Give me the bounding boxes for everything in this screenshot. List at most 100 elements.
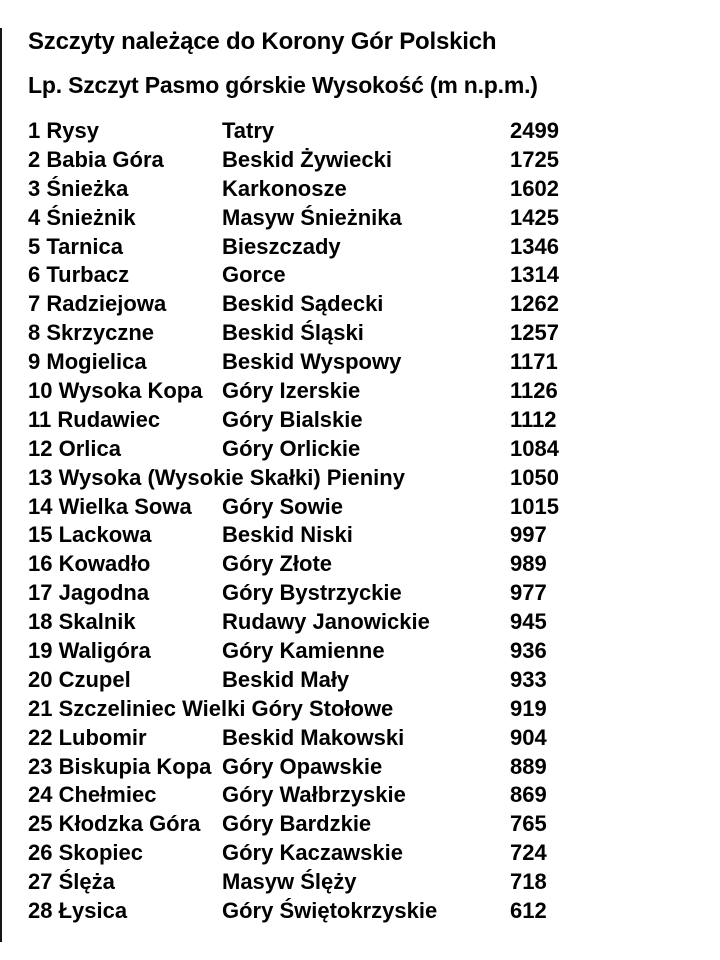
peak-rank: 1 (28, 118, 41, 143)
peak-rank: 7 (28, 291, 41, 317)
table-row: 6 Turbacz Gorce 1314 (0, 261, 720, 290)
mountain-range: Góry Izerskie (222, 378, 361, 404)
peak-cell: 17 Jagodna (28, 579, 222, 608)
mountain-range: Bieszczady (222, 233, 341, 259)
table-row: 22 Lubomir Beskid Makowski 904 (0, 724, 720, 753)
peak-rank: 13 (28, 464, 53, 490)
table-row: 3 Śnieżka Karkonosze 1602 (0, 175, 720, 204)
mountain-range: Beskid Mały (222, 666, 350, 692)
peak-name: Ślęża (58, 869, 115, 895)
peak-cell: 16 Kowadło (28, 550, 222, 579)
mountain-range: Góry Złote (222, 551, 333, 577)
peak-rank: 28 (28, 898, 53, 924)
peak-name: Jagodna (58, 580, 150, 606)
peak-cell: 14 Wielka Sowa (28, 493, 222, 522)
peak-cell: 23 Biskupia Kopa (28, 753, 222, 782)
peak-rank: 9 (28, 349, 41, 375)
table-row: 19 Waligóra Góry Kamienne 936 (0, 637, 720, 666)
mountain-range: Góry Bystrzyckie (222, 580, 402, 606)
peak-rank: 19 (28, 638, 53, 664)
table-row: 21 Szczeliniec Wielki Góry Stołowe 919 (0, 695, 720, 724)
peak-name: Radziejowa (46, 291, 167, 317)
table-row: 7 Radziejowa Beskid Sądecki 1262 (0, 290, 720, 319)
peak-name: Babia Góra (46, 146, 164, 172)
table-row: 27 Ślęża Masyw Ślęży 718 (0, 868, 720, 897)
mountain-range: Góry Opawskie (222, 753, 383, 779)
peak-name: Orlica (58, 435, 121, 461)
peak-rank: 5 (28, 233, 41, 259)
mountain-range: Beskid Niski (222, 522, 353, 548)
peak-cell: 22 Lubomir (28, 724, 222, 753)
peak-cell: 11 Rudawiec (28, 406, 222, 435)
peak-table-body: 1 Rysy Tatry 2499 2 Babia Góra Beskid Żywiec… (0, 117, 720, 926)
peak-height: 989 (510, 551, 547, 577)
mountain-range: Góry Bardzkie (222, 811, 372, 837)
scan-edge-line (0, 28, 2, 942)
peak-cell: 20 Czupel (28, 666, 222, 695)
peak-name: Czupel (58, 666, 131, 692)
peak-height: 1050 (510, 464, 559, 490)
table-row: 8 Skrzyczne Beskid Śląski 1257 (0, 319, 720, 348)
table-row: 15 Lackowa Beskid Niski 997 (0, 521, 720, 550)
table-row: 23 Biskupia Kopa Góry Opawskie 889 (0, 753, 720, 782)
peak-cell: 7 Radziejowa (28, 290, 222, 319)
peak-rank: 11 (28, 406, 52, 432)
peak-rank: 10 (28, 378, 53, 404)
column-header-peak: Szczyt (68, 72, 139, 98)
peak-name: Łysica (58, 898, 128, 924)
peak-height: 1346 (510, 233, 559, 259)
peak-cell: 24 Chełmiec (28, 781, 222, 810)
mountain-range: Beskid Śląski (222, 320, 364, 346)
peak-rank: 20 (28, 666, 53, 692)
peak-height: 997 (510, 522, 547, 548)
peak-name: Wielka Sowa (58, 493, 192, 519)
peak-name: Mogielica (46, 349, 147, 375)
peak-cell: 5 Tarnica (28, 233, 222, 262)
peak-rank: 21 (28, 695, 53, 721)
peak-rank: 18 (28, 609, 53, 635)
column-header-height: Wysokość (m n.p.m.) (311, 72, 538, 98)
peak-height: 1425 (510, 204, 559, 230)
peak-rank: 17 (28, 580, 53, 606)
peak-cell: 13 Wysoka (Wysokie Skałki) (28, 464, 327, 493)
peak-height: 889 (510, 753, 547, 779)
mountain-range: Gorce (222, 262, 286, 288)
peak-rank: 16 (28, 551, 53, 577)
peak-name: Biskupia Kopa (58, 753, 212, 779)
peak-height: 1112 (510, 406, 557, 432)
peak-name: Wysoka (Wysokie Skałki) (58, 464, 321, 490)
peak-cell: 2 Babia Góra (28, 146, 222, 175)
column-header-range: Pasmo górskie (144, 72, 306, 98)
mountain-range: Góry Sowie (222, 493, 344, 519)
table-row: 9 Mogielica Beskid Wyspowy 1171 (0, 348, 720, 377)
peak-name: Szczeliniec Wielki (58, 695, 246, 721)
peak-cell: 12 Orlica (28, 435, 222, 464)
table-row: 16 Kowadło Góry Złote 989 (0, 550, 720, 579)
table-header: Lp. Szczyt Pasmo górskie Wysokość (m n.p… (28, 71, 538, 99)
peak-cell: 6 Turbacz (28, 261, 222, 290)
peak-rank: 8 (28, 320, 41, 346)
mountain-range: Beskid Sądecki (222, 291, 384, 317)
peak-cell: 18 Skalnik (28, 608, 222, 637)
peak-cell: 15 Lackowa (28, 521, 222, 550)
peak-rank: 14 (28, 493, 53, 519)
peak-cell: 28 Łysica (28, 897, 222, 926)
peak-height: 1602 (510, 175, 559, 201)
peak-name: Lackowa (58, 522, 152, 548)
table-row: 28 Łysica Góry Świętokrzyskie 612 (0, 897, 720, 926)
peak-rank: 4 (28, 204, 41, 230)
peak-cell: 26 Skopiec (28, 839, 222, 868)
peak-height: 945 (510, 609, 547, 635)
page-title: Szczyty należące do Korony Gór Polskich (28, 28, 497, 55)
table-row: 13 Wysoka (Wysokie Skałki) Pieniny 1050 (0, 464, 720, 493)
peak-height: 1015 (510, 493, 559, 519)
peak-cell: 4 Śnieżnik (28, 204, 222, 233)
peak-height: 1725 (510, 146, 559, 172)
mountain-range: Góry Bialskie (222, 406, 363, 432)
mountain-range: Beskid Żywiecki (222, 146, 392, 172)
table-row: 5 Tarnica Bieszczady 1346 (0, 233, 720, 262)
peak-rank: 22 (28, 724, 53, 750)
peak-height: 1262 (510, 291, 559, 317)
peak-name: Lubomir (58, 724, 147, 750)
